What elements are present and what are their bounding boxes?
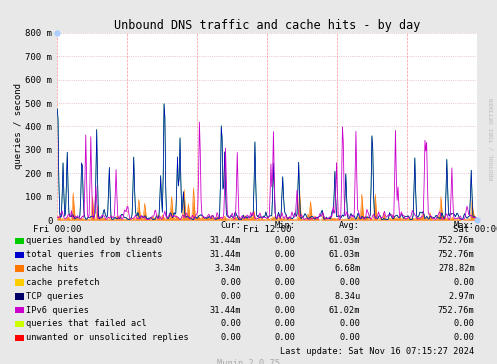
Text: Min:: Min: [275, 221, 296, 229]
Text: 0.00: 0.00 [220, 292, 241, 301]
Text: RRDTOOL / TOBI OETIKER: RRDTOOL / TOBI OETIKER [490, 97, 495, 179]
Text: total queries from clients: total queries from clients [26, 250, 163, 259]
Text: 3.34m: 3.34m [215, 264, 241, 273]
Text: 0.00: 0.00 [339, 333, 360, 342]
Text: 61.03m: 61.03m [329, 237, 360, 245]
Text: 752.76m: 752.76m [438, 250, 475, 259]
Text: 0.00: 0.00 [339, 320, 360, 328]
Text: 0.00: 0.00 [275, 237, 296, 245]
Text: 0.00: 0.00 [220, 320, 241, 328]
Text: 0.00: 0.00 [275, 278, 296, 287]
Text: 0.00: 0.00 [275, 292, 296, 301]
Text: 0.00: 0.00 [275, 306, 296, 314]
Text: 0.00: 0.00 [220, 278, 241, 287]
Text: 6.68m: 6.68m [334, 264, 360, 273]
Text: 0.00: 0.00 [275, 320, 296, 328]
Text: queries handled by thread0: queries handled by thread0 [26, 237, 163, 245]
Text: 0.00: 0.00 [454, 320, 475, 328]
Text: unwanted or unsolicited replies: unwanted or unsolicited replies [26, 333, 189, 342]
Text: TCP queries: TCP queries [26, 292, 84, 301]
Text: 8.34u: 8.34u [334, 292, 360, 301]
Text: 0.00: 0.00 [275, 264, 296, 273]
Text: 752.76m: 752.76m [438, 237, 475, 245]
Text: 0.00: 0.00 [454, 278, 475, 287]
Text: queries that failed acl: queries that failed acl [26, 320, 147, 328]
Text: 0.00: 0.00 [339, 278, 360, 287]
Text: 0.00: 0.00 [275, 250, 296, 259]
Text: 31.44m: 31.44m [210, 250, 241, 259]
Text: Max:: Max: [454, 221, 475, 229]
Text: Cur:: Cur: [220, 221, 241, 229]
Text: Last update: Sat Nov 16 07:15:27 2024: Last update: Sat Nov 16 07:15:27 2024 [280, 348, 475, 356]
Text: Avg:: Avg: [339, 221, 360, 229]
Text: Munin 2.0.75: Munin 2.0.75 [217, 359, 280, 364]
Text: cache hits: cache hits [26, 264, 79, 273]
Text: 31.44m: 31.44m [210, 306, 241, 314]
Text: 2.97m: 2.97m [448, 292, 475, 301]
Text: 0.00: 0.00 [220, 333, 241, 342]
Text: cache prefetch: cache prefetch [26, 278, 100, 287]
Y-axis label: queries / second: queries / second [13, 83, 23, 170]
Text: 0.00: 0.00 [454, 333, 475, 342]
Text: 31.44m: 31.44m [210, 237, 241, 245]
Text: 752.76m: 752.76m [438, 306, 475, 314]
Text: 278.82m: 278.82m [438, 264, 475, 273]
Text: 61.02m: 61.02m [329, 306, 360, 314]
Text: 0.00: 0.00 [275, 333, 296, 342]
Text: 61.03m: 61.03m [329, 250, 360, 259]
Title: Unbound DNS traffic and cache hits - by day: Unbound DNS traffic and cache hits - by … [114, 19, 420, 32]
Text: IPv6 queries: IPv6 queries [26, 306, 89, 314]
